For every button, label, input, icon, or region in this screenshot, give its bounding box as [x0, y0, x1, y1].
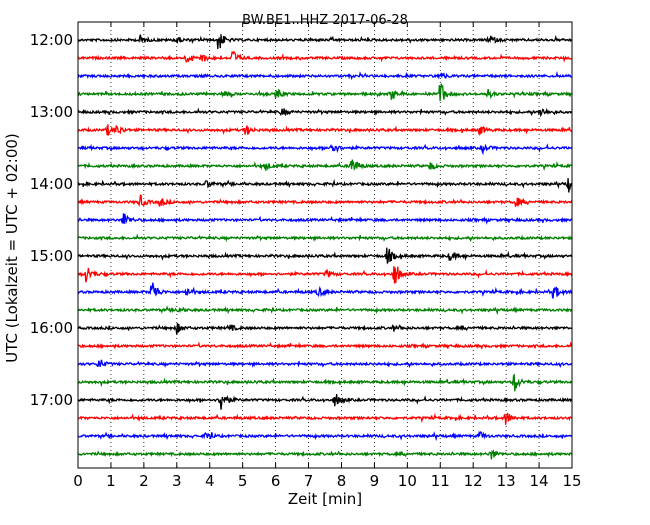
x-tick-label: 14 [530, 472, 549, 490]
plot-frame [77, 21, 573, 469]
seismic-trace-1500 [77, 247, 573, 264]
seismic-trace-1230 [77, 70, 572, 81]
x-tick-label: 9 [370, 472, 380, 490]
seismic-trace-1700 [77, 394, 573, 410]
x-tick-label: 7 [304, 472, 314, 490]
x-tick-label: 10 [398, 472, 417, 490]
seismic-trace-1730 [77, 430, 573, 442]
axis-ticks: 0 1 2 3 4 5 6 7 8 9 10 11 12 13 14 1512:0013:0014:0015:… [30, 22, 582, 490]
x-tick-label: 12 [464, 472, 483, 490]
x-tick-label: 13 [497, 472, 516, 490]
trace-group [77, 34, 573, 460]
chart-title: BW.BE1..HHZ 2017-06-28 [242, 13, 408, 28]
x-tick-label: 1 [106, 472, 116, 490]
x-tick-label: 8 [337, 472, 347, 490]
x-axis-label: Zeit [min] [288, 490, 362, 508]
seismic-trace-1215 [77, 50, 573, 64]
seismic-trace-1415 [77, 194, 573, 208]
seismic-trace-1430 [77, 213, 573, 226]
seismic-trace-1530 [77, 282, 573, 299]
y-tick-label: 16:00 [30, 319, 73, 337]
x-tick-label: 4 [205, 472, 215, 490]
seismic-trace-1515 [77, 266, 573, 284]
y-tick-label: 17:00 [30, 391, 73, 409]
seismic-trace-1745 [77, 449, 573, 460]
x-tick-label: 0 [73, 472, 83, 490]
seismic-trace-1715 [77, 412, 573, 425]
seismic-trace-1630 [77, 359, 573, 369]
x-tick-label: 3 [172, 472, 182, 490]
seismic-trace-1330 [77, 143, 573, 156]
seismic-trace-1600 [77, 323, 573, 335]
seismic-trace-1300 [77, 107, 573, 118]
seismic-trace-1400 [77, 178, 573, 193]
seismic-trace-1545 [77, 305, 573, 316]
x-tick-label: 5 [238, 472, 248, 490]
y-tick-label: 15:00 [30, 247, 73, 265]
x-tick-label: 15 [562, 472, 581, 490]
y-tick-label: 12:00 [30, 31, 73, 49]
x-tick-label: 6 [271, 472, 281, 490]
y-tick-label: 14:00 [30, 175, 73, 193]
x-tick-label: 2 [139, 472, 149, 490]
x-tick-label: 11 [431, 472, 450, 490]
seismic-trace-1315 [77, 124, 573, 137]
y-axis-label: UTC (Lokalzeit = UTC + 02:00) [3, 133, 21, 363]
seismic-trace-1645 [77, 373, 573, 392]
y-tick-label: 13:00 [30, 103, 73, 121]
seismic-trace-1245 [77, 83, 573, 102]
seismic-trace-1445 [77, 233, 573, 243]
seismic-trace-1615 [77, 341, 573, 350]
seismic-trace-1345 [77, 159, 573, 171]
seismic-trace-1200 [77, 34, 573, 50]
